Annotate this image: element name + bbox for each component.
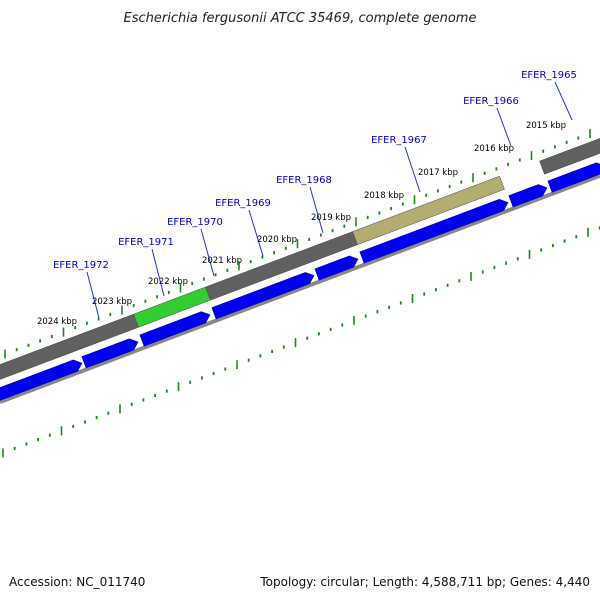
kbp-label: 2021 kbp xyxy=(202,256,242,266)
cds-arrow xyxy=(547,162,600,193)
backbone-segment xyxy=(539,138,600,175)
topology-label: Topology: circular; Length: 4,588,711 bp… xyxy=(259,575,590,589)
cds-arrow xyxy=(508,184,548,208)
kbp-label: 2017 kbp xyxy=(418,168,458,178)
highlight-khaki-segment xyxy=(352,175,505,246)
gene-labels: EFER_1965 EFER_1966 EFER_1967 EFER_1968 EFER… xyxy=(53,70,577,319)
outer-track-line xyxy=(0,173,600,404)
cds-arrow xyxy=(0,359,83,401)
kbp-label: 2015 kbp xyxy=(526,121,566,131)
kbp-labels: 2015 kbp 2016 kbp 2017 kbp 2018 kbp 2019 kbp… xyxy=(37,121,566,327)
cds-arrow xyxy=(359,198,509,264)
gene-label: EFER_1972 xyxy=(53,260,109,271)
gene-leader-line xyxy=(554,81,573,121)
gene-leader-line xyxy=(248,209,264,257)
gene-label: EFER_1968 xyxy=(276,175,332,186)
gene-label: EFER_1967 xyxy=(371,135,427,146)
cds-track xyxy=(0,162,600,401)
gene-label: EFER_1966 xyxy=(463,96,519,107)
backbone-track xyxy=(0,138,600,380)
kbp-label: 2023 kbp xyxy=(92,297,132,307)
gene-label: EFER_1965 xyxy=(521,70,577,81)
gene-label: EFER_1971 xyxy=(118,237,174,248)
cds-arrow xyxy=(139,311,211,347)
tick-band-upper xyxy=(4,129,591,359)
tick-band-lower xyxy=(2,226,600,458)
gene-leader-line xyxy=(309,186,324,234)
gene-leader-line xyxy=(200,228,215,277)
kbp-label: 2020 kbp xyxy=(257,235,297,245)
kbp-label: 2018 kbp xyxy=(364,191,404,201)
outer-line-segment xyxy=(0,173,600,404)
gene-label: EFER_1970 xyxy=(167,217,223,228)
kbp-label: 2016 kbp xyxy=(474,144,514,154)
gene-leader-line xyxy=(151,248,165,297)
kbp-label: 2024 kbp xyxy=(37,317,77,327)
accession-label: Accession: NC_011740 xyxy=(9,575,145,589)
cds-arrow xyxy=(314,255,359,281)
gene-label: EFER_1969 xyxy=(215,198,271,209)
gene-leader-line xyxy=(404,146,421,193)
kbp-label: 2019 kbp xyxy=(311,213,351,223)
kbp-label: 2022 kbp xyxy=(148,277,188,287)
map-title: Escherichia fergusonii ATCC 35469, compl… xyxy=(124,11,477,26)
gene-leader-line xyxy=(496,107,512,147)
cds-arrow xyxy=(81,338,139,369)
cds-arrow xyxy=(211,272,315,320)
gene-leader-line xyxy=(86,271,100,319)
